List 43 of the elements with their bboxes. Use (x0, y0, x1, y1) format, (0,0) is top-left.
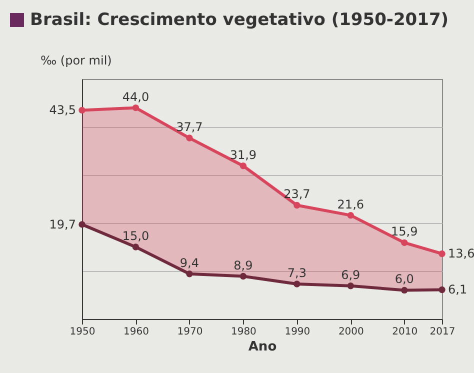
point (294, 202, 300, 209)
x-tick-label: 1990 (284, 326, 310, 338)
data-label: 6,9 (341, 268, 360, 282)
point (78, 221, 86, 228)
point (401, 286, 408, 294)
point (438, 250, 446, 258)
data-label: 19,7 (49, 217, 76, 232)
data-label: 37,7 (176, 120, 203, 134)
x-tick-label: 1960 (124, 326, 149, 338)
data-label: 6,1 (448, 282, 468, 297)
data-label: 15,0 (122, 229, 150, 243)
x-tick-label: 1970 (177, 326, 203, 338)
data-label: 9,4 (180, 256, 200, 270)
point (294, 280, 300, 288)
data-label: 13,6 (448, 246, 474, 261)
point (438, 286, 446, 294)
point (186, 134, 193, 142)
x-tick-label: 1950 (70, 326, 96, 338)
point (132, 244, 140, 250)
point (401, 239, 408, 246)
data-label: 6,0 (394, 272, 414, 286)
data-label: 21,6 (337, 197, 364, 212)
point (132, 104, 140, 112)
data-label: 23,7 (284, 187, 310, 202)
point (347, 282, 354, 290)
data-label: 7,3 (287, 266, 306, 280)
x-tick-label: 2010 (392, 326, 418, 338)
x-axis-title: Ano (248, 340, 277, 354)
point (78, 106, 86, 114)
x-tick-label: 2017 (430, 326, 456, 338)
chart-title: Brasil: Crescimento vegetativo (1950-2017) (30, 10, 449, 30)
y-axis-title: ‰ (por mil) (40, 54, 112, 68)
data-label: 44,0 (122, 90, 150, 104)
point (347, 212, 354, 219)
x-tick-label: 1980 (230, 326, 256, 338)
x-tick-label: 2000 (338, 326, 364, 338)
data-label: 43,5 (49, 103, 76, 118)
data-label: 8,9 (234, 258, 253, 272)
point (240, 162, 247, 170)
data-label: 15,9 (391, 224, 418, 239)
point (186, 270, 193, 278)
point (240, 272, 247, 280)
data-label: 31,9 (230, 148, 257, 162)
